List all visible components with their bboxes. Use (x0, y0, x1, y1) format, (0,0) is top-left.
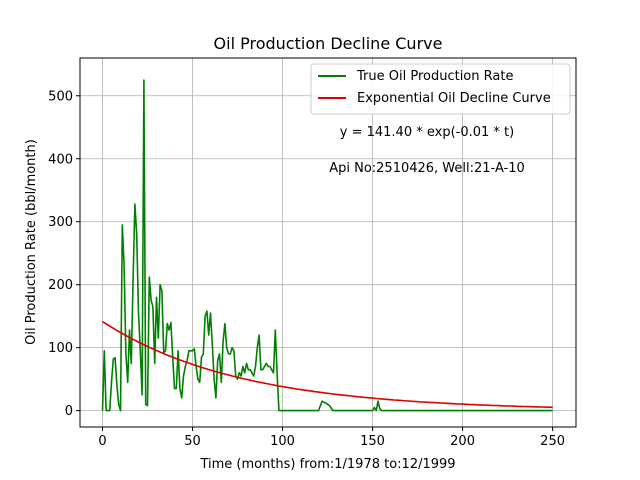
y-tick-label: 400 (48, 152, 73, 167)
legend-label-decline-curve: Exponential Oil Decline Curve (357, 91, 551, 106)
legend-box (310, 63, 571, 115)
y-tick-label: 500 (48, 89, 73, 104)
x-tick-label: 0 (98, 434, 106, 449)
x-tick-label: 50 (184, 434, 201, 449)
axis-ticks: 0 50 100 150 200 250 0 100 200 300 400 500 (48, 89, 565, 449)
chart-title: Oil Production Decline Curve (214, 34, 443, 53)
series-true-oil-production-rate (101, 79, 553, 412)
annotations: y = 141.40 * exp(-0.01 * t) Api No:25104… (329, 125, 525, 176)
x-tick-label: 250 (540, 434, 565, 449)
y-tick-label: 0 (65, 404, 73, 419)
y-tick-label: 300 (48, 215, 73, 230)
y-tick-label: 200 (48, 278, 73, 293)
y-axis-label: Oil Production Rate (bbl/month) (24, 139, 39, 345)
x-tick-label: 150 (360, 434, 385, 449)
well-annotation: Api No:2510426, Well:21-A-10 (329, 161, 525, 176)
series-exponential-decline-curve (102, 320, 553, 409)
legend-label-true-rate: True Oil Production Rate (356, 69, 513, 84)
x-tick-label: 200 (450, 434, 475, 449)
x-axis-label: Time (months) from:1/1978 to:12/1999 (199, 457, 455, 472)
y-tick-label: 100 (48, 341, 73, 356)
x-tick-label: 100 (270, 434, 295, 449)
legend: True Oil Production Rate Exponential Oil… (310, 63, 571, 115)
series-layer (101, 79, 553, 412)
grid (80, 58, 576, 427)
equation-annotation: y = 141.40 * exp(-0.01 * t) (340, 125, 514, 140)
plot-frame (79, 57, 577, 428)
